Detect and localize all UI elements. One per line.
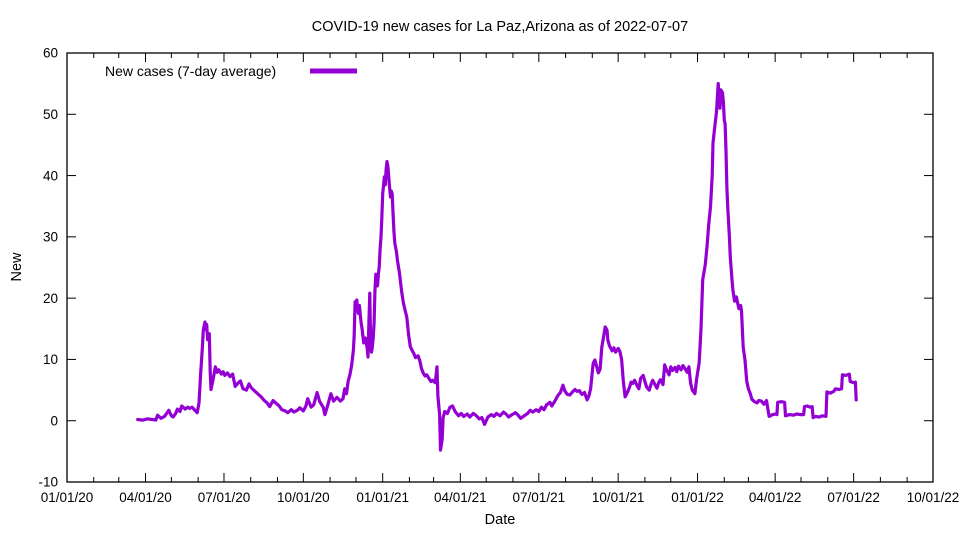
- x-tick-label: 07/01/21: [513, 490, 566, 505]
- x-tick-label: 10/01/21: [592, 490, 645, 505]
- x-tick-label: 10/01/22: [907, 490, 960, 505]
- y-tick-label: -10: [38, 475, 58, 490]
- x-tick-label: 07/01/22: [827, 490, 880, 505]
- y-tick-label: 40: [43, 168, 58, 183]
- x-tick-label: 10/01/20: [277, 490, 330, 505]
- x-tick-label: 04/01/20: [119, 490, 172, 505]
- chart-title: COVID-19 new cases for La Paz,Arizona as…: [311, 19, 689, 35]
- x-tick-label: 04/01/21: [434, 490, 487, 505]
- x-tick-label: 01/01/22: [671, 490, 724, 505]
- x-tick-label: 01/01/21: [356, 490, 409, 505]
- y-tick-label: 30: [43, 230, 58, 245]
- plot-border: [66, 52, 934, 483]
- y-tick-label: 0: [50, 413, 58, 428]
- x-axis-label: Date: [484, 512, 516, 528]
- y-tick-label: 10: [43, 352, 58, 367]
- legend-label: New cases (7-day average): [105, 63, 277, 79]
- x-tick-label: 01/01/20: [41, 490, 94, 505]
- y-tick-label: 60: [43, 46, 58, 61]
- x-tick-label: 07/01/20: [198, 490, 251, 505]
- data-line-new-cases: [136, 81, 858, 452]
- y-tick-label: 20: [43, 291, 58, 306]
- y-tick-label: 50: [43, 107, 58, 122]
- x-tick-label: 04/01/22: [749, 490, 802, 505]
